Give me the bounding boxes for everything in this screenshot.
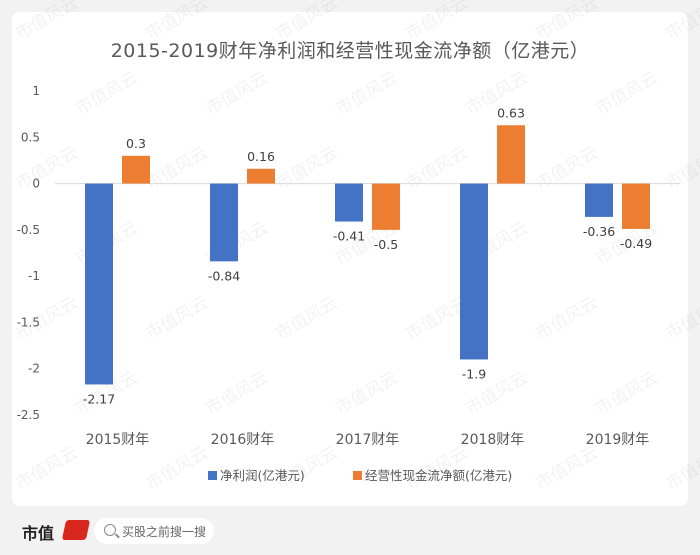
data-label: -0.36 — [583, 224, 615, 239]
footer-bar: 市值 买股之前搜一搜 — [0, 514, 700, 555]
chart-card — [12, 12, 688, 506]
data-label: -0.5 — [374, 237, 398, 252]
svg-text:市值风云: 市值风云 — [663, 0, 700, 44]
svg-text:市值风云: 市值风云 — [273, 143, 342, 194]
svg-text:市值风云: 市值风云 — [663, 293, 700, 344]
svg-text:市值风云: 市值风云 — [333, 368, 402, 419]
bar-net-profit — [210, 183, 238, 262]
svg-text:市值风云: 市值风云 — [13, 443, 82, 494]
y-tick-label: -2.5 — [17, 408, 40, 422]
svg-text:市值风云: 市值风云 — [143, 0, 212, 44]
svg-text:市值风云: 市值风云 — [273, 293, 342, 344]
bar-net-profit — [585, 183, 613, 217]
svg-text:市值风云: 市值风云 — [13, 143, 82, 194]
svg-text:市值风云: 市值风云 — [73, 68, 142, 119]
y-tick-label: -1 — [28, 269, 40, 283]
legend-swatch — [208, 471, 217, 480]
svg-text:市值风云: 市值风云 — [593, 68, 662, 119]
bar-net-profit — [335, 183, 363, 222]
legend-swatch — [353, 471, 362, 480]
data-label: -2.17 — [83, 391, 115, 406]
svg-text:市值风云: 市值风云 — [593, 368, 662, 419]
svg-text:市值风云: 市值风云 — [333, 68, 402, 119]
y-tick-label: 0 — [32, 177, 40, 191]
y-tick-label: 1 — [32, 84, 40, 98]
svg-text:市值风云: 市值风云 — [663, 143, 700, 194]
svg-text:市值风云: 市值风云 — [273, 0, 342, 44]
svg-text:市值风云: 市值风云 — [143, 293, 212, 344]
data-label: -0.41 — [333, 229, 365, 244]
x-tick-label: 2017财年 — [336, 432, 400, 448]
chart-title: 2015-2019财年净利润和经营性现金流净额（亿港元） — [110, 40, 590, 62]
bar-operating-cash-flow — [247, 168, 275, 184]
bar-net-profit — [460, 183, 488, 360]
svg-text:市值风云: 市值风云 — [203, 68, 272, 119]
svg-text:市值风云: 市值风云 — [533, 0, 602, 44]
legend-label: 经营性现金流净额(亿港元) — [365, 468, 512, 483]
svg-text:市值风云: 市值风云 — [143, 143, 212, 194]
legend-label: 净利润(亿港元) — [220, 468, 305, 483]
footer-brand: 市值 — [22, 524, 55, 543]
footer-search-placeholder: 买股之前搜一搜 — [122, 525, 207, 539]
x-tick-label: 2015财年 — [86, 432, 150, 448]
bar-operating-cash-flow — [122, 155, 150, 184]
x-tick-label: 2018财年 — [461, 432, 525, 448]
svg-text:市值风云: 市值风云 — [143, 443, 212, 494]
data-label: -0.84 — [208, 268, 240, 283]
svg-text:市值风云: 市值风云 — [203, 368, 272, 419]
brand-logo-icon — [61, 520, 91, 540]
search-icon — [104, 524, 116, 536]
svg-text:市值风云: 市值风云 — [13, 0, 82, 44]
y-tick-label: -2 — [28, 362, 40, 376]
bar-operating-cash-flow — [372, 183, 400, 230]
data-label: -1.9 — [462, 366, 486, 381]
svg-text:市值风云: 市值风云 — [533, 293, 602, 344]
svg-text:市值风云: 市值风云 — [663, 443, 700, 494]
x-tick-label: 2019财年 — [586, 432, 650, 448]
y-tick-label: 0.5 — [21, 130, 40, 144]
bar-net-profit — [85, 183, 113, 385]
bar-operating-cash-flow — [622, 183, 650, 229]
y-tick-label: -1.5 — [17, 315, 40, 329]
x-tick-label: 2016财年 — [211, 432, 275, 448]
data-label: 0.3 — [126, 136, 146, 151]
data-label: 0.63 — [497, 105, 525, 120]
data-label: 0.16 — [247, 149, 275, 164]
svg-text:市值风云: 市值风云 — [533, 443, 602, 494]
y-tick-label: -0.5 — [17, 223, 40, 237]
svg-text:市值风云: 市值风云 — [403, 0, 472, 44]
footer-search-box[interactable]: 买股之前搜一搜 — [94, 518, 214, 544]
bar-operating-cash-flow — [497, 125, 525, 184]
data-label: -0.49 — [620, 236, 652, 251]
